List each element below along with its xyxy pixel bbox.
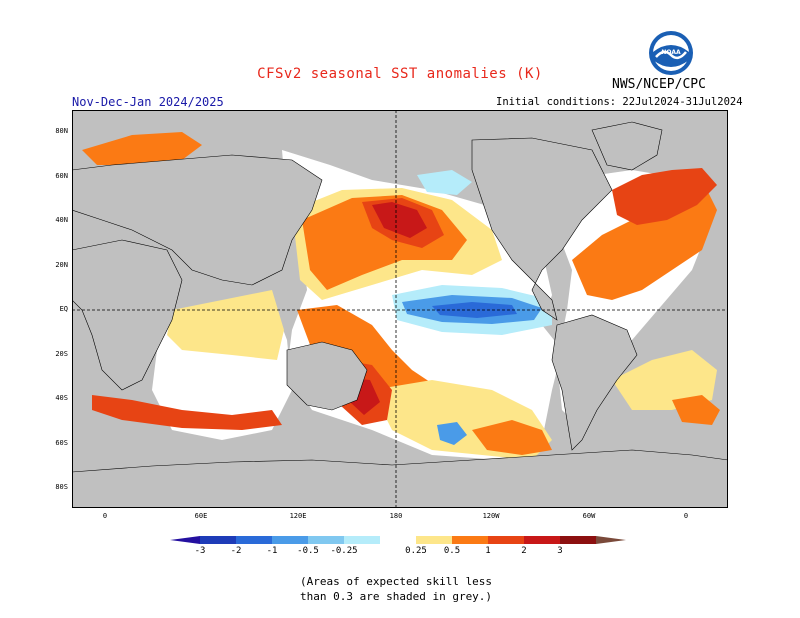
colorbar-swatch — [524, 536, 560, 544]
colorbar-arrow-low — [170, 536, 200, 544]
footnote-line: than 0.3 are shaded in grey.) — [300, 590, 493, 603]
colorbar-arrow-high — [596, 536, 626, 544]
initial-conditions-label: Initial conditions: 22Jul2024-31Jul2024 — [496, 96, 743, 108]
lon-label: 120W — [482, 512, 500, 520]
sst-anomaly-map — [72, 110, 728, 508]
lat-label: 80N — [55, 127, 68, 135]
season-label: Nov-Dec-Jan 2024/2025 — [72, 95, 224, 109]
colorbar-label: -1 — [266, 546, 278, 556]
lon-label: 60W — [582, 512, 596, 520]
colorbar-label: 2 — [521, 546, 527, 556]
warm-anomaly-south-atlantic — [612, 350, 717, 410]
warm-anomaly-south-atlantic — [672, 395, 720, 425]
land-greenland — [591, 121, 663, 171]
warm-anomaly-southern-ocean — [472, 420, 552, 455]
colorbar-label: -0.5 — [297, 546, 319, 556]
chart-title: CFSv2 seasonal SST anomalies (K) — [257, 66, 543, 82]
lon-label: 120E — [289, 512, 307, 520]
lon-label: 0 — [102, 512, 108, 520]
lon-label: 180 — [389, 512, 403, 520]
colorbar-swatch — [236, 536, 272, 544]
colorbar-swatch — [308, 536, 344, 544]
cold-anomaly-south-pacific — [437, 422, 467, 445]
colorbar-swatch — [200, 536, 236, 544]
land-australia — [286, 341, 368, 411]
land-eurasia — [72, 154, 323, 286]
warm-anomaly-arctic — [82, 132, 202, 165]
agency-label: NWS/NCEP/CPC — [612, 77, 706, 92]
lat-label: 80S — [55, 483, 68, 491]
colorbar-label: -0.25 — [330, 546, 358, 556]
noaa-logo-icon: NOAA — [649, 31, 693, 75]
warm-anomaly-indian — [167, 290, 284, 360]
warm-anomaly-southern-indian — [92, 395, 282, 430]
colorbar-label: 0.5 — [443, 546, 461, 556]
colorbar-swatch — [272, 536, 308, 544]
lon-label: 60E — [194, 512, 208, 520]
warm-anomaly-north-pacific — [372, 202, 427, 238]
lat-label: 60S — [55, 439, 68, 447]
colorbar-label: -2 — [230, 546, 242, 556]
warm-anomaly-north-atlantic — [612, 168, 717, 225]
skill-footnote: (Areas of expected skill less than 0.3 a… — [300, 574, 620, 604]
lat-label: 20S — [55, 350, 68, 358]
colorbar — [170, 536, 626, 544]
lat-label: 20N — [55, 261, 68, 269]
colorbar-swatch — [344, 536, 380, 544]
colorbar-swatch — [416, 536, 452, 544]
lat-label: 60N — [55, 172, 68, 180]
lon-label: 0 — [683, 512, 689, 520]
colorbar-swatch — [452, 536, 488, 544]
colorbar-swatch — [488, 536, 524, 544]
svg-text:NOAA: NOAA — [661, 49, 681, 56]
colorbar-label: 1 — [485, 546, 491, 556]
lat-label: EQ — [59, 305, 68, 313]
colorbar-label: 3 — [557, 546, 563, 556]
land-antarctica — [72, 449, 728, 508]
land-south-america — [551, 314, 638, 451]
colorbar-swatch — [560, 536, 596, 544]
footnote-line: (Areas of expected skill less — [300, 575, 493, 588]
colorbar-swatch — [380, 536, 416, 544]
lat-label: 40S — [55, 394, 68, 402]
cold-anomaly-north-pacific — [417, 170, 472, 195]
colorbar-label: -3 — [194, 546, 206, 556]
lat-label: 40N — [55, 216, 68, 224]
map-border — [72, 110, 728, 508]
colorbar-label: 0.25 — [405, 546, 427, 556]
